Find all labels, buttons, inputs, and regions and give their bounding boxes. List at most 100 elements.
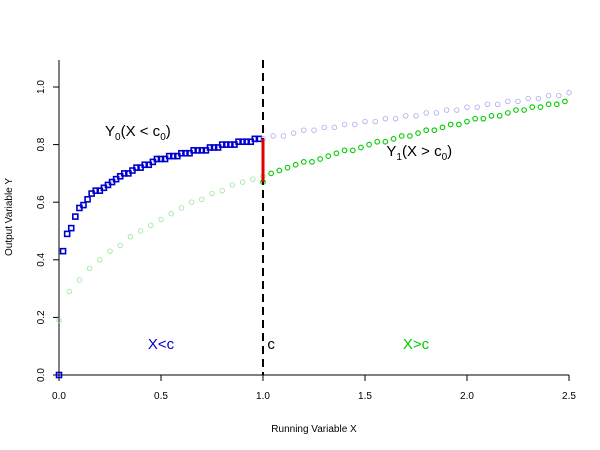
data-point (141, 161, 148, 169)
data-point (392, 115, 399, 122)
x-tick-label: 2.0 (460, 391, 474, 402)
data-point (535, 95, 542, 102)
data-point (301, 127, 307, 133)
data-point (227, 141, 234, 148)
data-point (341, 121, 348, 128)
data-point (209, 190, 215, 197)
data-point (455, 121, 462, 128)
data-point (545, 101, 552, 108)
data-point (494, 101, 501, 107)
data-point (300, 159, 307, 165)
data-point (194, 147, 202, 154)
data-point (67, 224, 75, 232)
data-point (198, 147, 206, 154)
y-tick-label: 0.4 (36, 252, 47, 266)
data-point (433, 110, 440, 116)
data-point (66, 288, 72, 295)
x-tick-label: 0.5 (154, 391, 168, 402)
data-point (206, 144, 214, 151)
data-point (117, 242, 123, 249)
data-point (153, 155, 161, 163)
data-point (239, 138, 246, 146)
data-point (472, 115, 479, 122)
data-point (331, 124, 338, 131)
data-point (178, 205, 185, 211)
y-tick-label: 0.8 (36, 137, 47, 151)
data-point (488, 112, 495, 119)
data-point (382, 138, 389, 145)
data-point (178, 149, 185, 157)
data-point (59, 247, 67, 255)
series-3 (260, 98, 568, 185)
y-tick-label: 1.0 (36, 80, 47, 94)
data-point (352, 121, 358, 128)
data-point (415, 130, 421, 136)
data-point (290, 130, 297, 136)
right-region-label: X>c (403, 336, 430, 353)
data-point (292, 161, 299, 168)
x-tick-label: 0.0 (52, 391, 66, 402)
data-point (182, 149, 189, 157)
data-point (464, 104, 470, 110)
data-point (250, 176, 256, 182)
data-point (349, 147, 356, 154)
data-point (218, 141, 226, 148)
data-point (464, 118, 470, 125)
data-point (321, 124, 327, 131)
data-point (537, 104, 544, 111)
data-point (505, 98, 511, 105)
data-point (63, 230, 71, 238)
data-point (55, 371, 63, 379)
data-point (439, 124, 446, 131)
axes (58, 60, 569, 376)
data-point (366, 141, 372, 148)
data-point (97, 257, 103, 263)
data-point (553, 101, 560, 108)
data-point (56, 317, 62, 323)
data-point (515, 98, 521, 105)
series-layer (55, 90, 572, 379)
data-point (562, 98, 568, 105)
data-point (496, 112, 503, 119)
data-point (311, 127, 317, 133)
x-tick-label: 1.5 (358, 391, 372, 402)
data-point (504, 110, 511, 116)
x-axis-title: Running Variable X (271, 424, 357, 435)
data-point (188, 199, 195, 205)
data-point (92, 187, 100, 194)
x-tick-label: 2.5 (562, 391, 576, 402)
data-point (423, 110, 429, 116)
data-point (280, 133, 287, 139)
data-point (556, 92, 562, 99)
data-point (513, 107, 519, 113)
data-point (84, 196, 91, 203)
data-point (235, 138, 242, 146)
data-point (333, 150, 340, 157)
y-tick-label: 0.0 (36, 368, 47, 382)
data-point (403, 113, 409, 119)
data-point (148, 222, 154, 228)
data-point (210, 144, 218, 151)
data-point (362, 118, 368, 125)
data-point (72, 213, 79, 220)
data-point (423, 127, 430, 134)
y0-label: Y0(X < c0) (105, 123, 171, 143)
data-point (137, 228, 144, 234)
data-point (325, 153, 332, 159)
data-point (317, 156, 323, 162)
data-point (168, 211, 174, 217)
data-point (219, 187, 225, 194)
data-point (431, 127, 438, 134)
y1-label: Y1(X > c0) (386, 143, 452, 163)
data-point (190, 147, 197, 154)
data-point (243, 138, 250, 146)
data-point (222, 141, 230, 148)
data-point (76, 277, 83, 283)
data-point (270, 133, 276, 139)
x-tick-label: 1.0 (256, 391, 270, 402)
data-point (480, 115, 487, 122)
data-point (390, 135, 397, 142)
data-point (120, 170, 128, 177)
data-point (251, 135, 259, 143)
data-point (413, 113, 419, 119)
